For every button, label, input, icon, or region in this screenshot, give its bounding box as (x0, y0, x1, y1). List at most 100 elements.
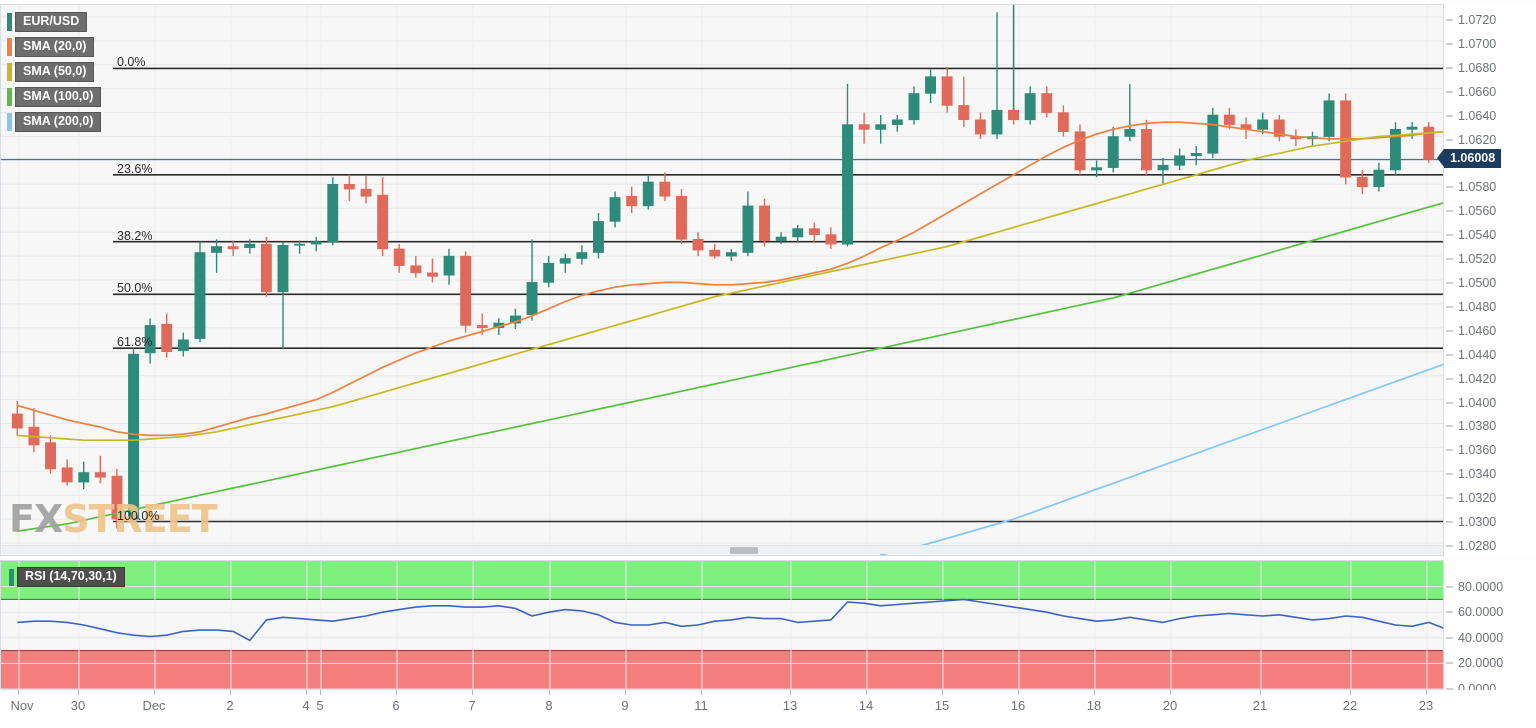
time-axis-tick (306, 690, 307, 695)
price-axis-label: 1.0500 (1458, 276, 1497, 290)
time-axis-tick (942, 690, 943, 695)
price-axis-label: 1.0640 (1458, 108, 1497, 123)
time-axis-tick (625, 690, 626, 695)
legend-label: SMA (50,0) (15, 62, 95, 82)
time-axis[interactable]: Nov 30 Dec 2 4 5 6 7 8 9 11 13 14 15 16 18 20 21 22 23 (0, 690, 1536, 728)
legend-item-sma20[interactable]: SMA (20,0) (7, 37, 101, 57)
legend-item-sma200[interactable]: SMA (200,0) (7, 112, 102, 132)
legend-label: EUR/USD (15, 12, 88, 32)
time-axis-tick (1260, 690, 1261, 695)
price-axis-label: 1.0420 (1458, 371, 1497, 386)
fib-level-label: 0.0% (117, 55, 146, 70)
price-axis-tick (1446, 234, 1453, 236)
time-axis-tick (230, 690, 231, 695)
price-axis-tick (1446, 91, 1453, 93)
time-axis-tick (154, 690, 155, 695)
time-axis-tick (472, 690, 473, 695)
rsi-axis-label: 60.0000 (1458, 605, 1504, 620)
time-axis-tick (701, 690, 702, 695)
legend-item-sma50[interactable]: SMA (50,0) (7, 62, 101, 82)
price-axis-tick (1446, 354, 1453, 356)
current-price-tag: 1.06008 (1437, 148, 1502, 168)
legend-label: SMA (100,0) (15, 87, 102, 107)
price-axis-label: 1.0540 (1458, 228, 1497, 243)
price-chart-panel[interactable]: EUR/USD SMA (20,0) SMA (50,0) SMA (100,0) SM… (0, 4, 1444, 556)
price-axis-label: 1.0700 (1458, 36, 1497, 51)
scrollbar-handle[interactable] (730, 547, 758, 554)
legend-color-swatch (7, 63, 12, 81)
rsi-legend-swatch (9, 568, 14, 586)
time-axis-label: 20 (1162, 698, 1178, 713)
time-axis-label: 30 (70, 698, 86, 713)
rsi-axis-tick (1446, 611, 1453, 613)
time-axis-label: 5 (316, 698, 324, 713)
time-axis-tick (1170, 690, 1171, 695)
rsi-chart-svg (1, 561, 1443, 689)
time-axis-label: 16 (1010, 698, 1026, 713)
price-axis-tick (1446, 258, 1453, 260)
price-axis-tick (1446, 425, 1453, 427)
price-axis-tick (1446, 545, 1453, 547)
legend-color-swatch (7, 113, 12, 131)
legend-color-swatch (7, 88, 12, 106)
price-axis-label: 1.0580 (1458, 180, 1497, 195)
time-axis-label: 22 (1342, 698, 1358, 713)
legend-label: SMA (200,0) (15, 112, 102, 132)
price-axis-label: 1.0300 (1458, 515, 1497, 530)
price-axis-label: 1.0380 (1458, 419, 1497, 434)
price-axis-label: 1.0560 (1458, 204, 1497, 219)
time-axis-label: 13 (782, 698, 798, 713)
time-axis-label: 23 (1418, 698, 1434, 713)
fib-level-label: 100.0% (117, 508, 160, 523)
legend-color-swatch (7, 38, 12, 56)
price-axis-tick (1446, 378, 1453, 380)
horizontal-scrollbar[interactable] (2, 545, 1443, 554)
time-axis-label: Dec (142, 698, 166, 713)
time-axis-label: 15 (934, 698, 950, 713)
price-axis[interactable]: 1.0720 1.0700 1.0680 1.0660 1.0640 1.0620 1.05… (1444, 4, 1536, 556)
price-axis-tick (1446, 43, 1453, 45)
price-tag-arrow-icon (1437, 149, 1444, 168)
price-axis-tick (1446, 449, 1453, 451)
fib-level-label: 23.6% (117, 161, 153, 176)
time-axis-label: 18 (1086, 698, 1102, 713)
fib-level-label: 50.0% (117, 281, 153, 296)
rsi-legend: RSI (14,70,30,1) (9, 567, 125, 587)
time-axis-label: 7 (468, 698, 476, 713)
rsi-indicator-panel[interactable]: RSI (14,70,30,1) (0, 560, 1444, 690)
rsi-axis-tick (1446, 637, 1453, 639)
price-axis-label: 1.0720 (1458, 12, 1497, 27)
price-axis-label: 1.0440 (1458, 347, 1497, 362)
price-axis-tick (1446, 521, 1453, 523)
rsi-axis[interactable]: 80.0000 60.0000 40.0000 20.0000 0.0000 (1444, 560, 1536, 696)
time-axis-tick (1094, 690, 1095, 695)
time-axis-label: 6 (392, 698, 400, 713)
time-axis-label: 14 (858, 698, 874, 713)
rsi-axis-label: 20.0000 (1458, 656, 1504, 671)
legend-item-eurusd[interactable]: EUR/USD (7, 12, 101, 32)
price-axis-tick (1446, 473, 1453, 475)
rsi-axis-tick (1446, 688, 1453, 690)
legend-label: SMA (20,0) (15, 37, 95, 57)
time-axis-tick (549, 690, 550, 695)
time-axis-tick (866, 690, 867, 695)
price-axis-label: 1.0520 (1458, 252, 1497, 267)
time-axis-tick (1426, 690, 1427, 695)
rsi-axis-tick (1446, 662, 1453, 664)
rsi-axis-tick (1446, 586, 1453, 588)
legend-color-swatch (7, 13, 12, 31)
time-axis-label: Nov (10, 698, 34, 713)
rsi-axis-label: 80.0000 (1458, 579, 1504, 594)
price-axis-tick (1446, 497, 1453, 499)
price-axis-tick (1446, 210, 1453, 212)
price-axis-label: 1.0620 (1458, 132, 1497, 147)
time-axis-label: 2 (226, 698, 234, 713)
price-axis-label: 1.0360 (1458, 443, 1497, 458)
legend-item-sma100[interactable]: SMA (100,0) (7, 87, 102, 107)
price-axis-label: 1.0280 (1458, 539, 1497, 554)
price-axis-tick (1446, 402, 1453, 404)
price-axis-tick (1446, 67, 1453, 69)
time-axis-tick (1018, 690, 1019, 695)
time-axis-label: 9 (621, 698, 629, 713)
time-axis-tick (1350, 690, 1351, 695)
